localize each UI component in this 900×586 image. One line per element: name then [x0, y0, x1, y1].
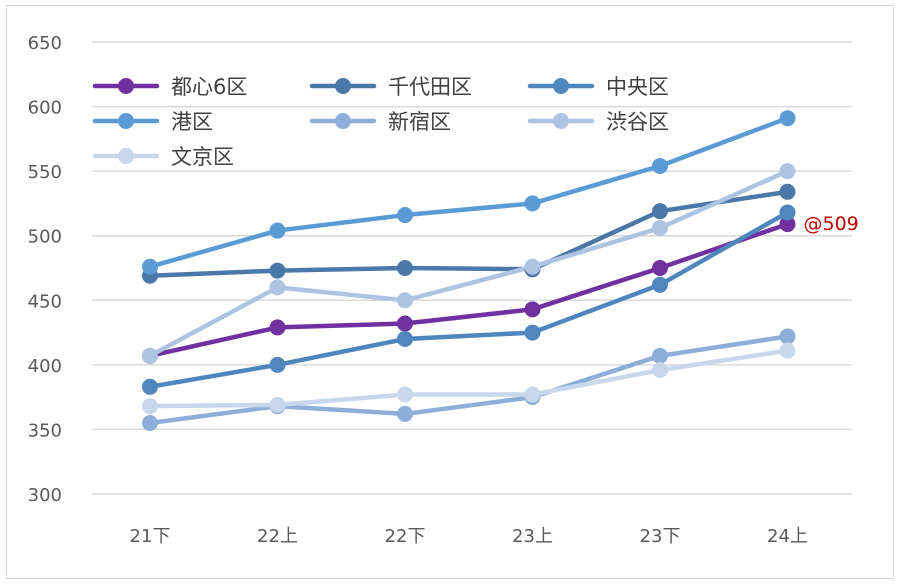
legend-swatch-marker [553, 113, 569, 129]
data-point-4-0 [142, 414, 158, 431]
data-point-0-1 [269, 319, 286, 336]
data-point-3-2 [397, 207, 413, 224]
data-point-3-4 [652, 157, 668, 174]
y-tick-label: 450 [28, 291, 62, 312]
data-point-0-2 [397, 315, 413, 332]
legend-label: 文京区 [171, 145, 234, 169]
data-point-4-5 [779, 328, 796, 345]
series-line-6 [147, 348, 790, 409]
series-lines [147, 115, 790, 426]
series-line-5 [147, 168, 790, 359]
legend-entry-0: 都心6区 [92, 75, 247, 99]
legend-label: 千代田区 [388, 75, 472, 99]
data-point-2-0 [142, 378, 158, 395]
data-point-0-3 [524, 301, 541, 318]
data-point-6-3 [524, 386, 541, 403]
data-point-1-1 [269, 262, 286, 279]
legend-entry-6: 文京区 [92, 145, 234, 169]
data-point-2-4 [652, 276, 668, 293]
y-tick-label: 600 [28, 98, 62, 119]
series-line-1 [147, 189, 790, 278]
legend-label: 中央区 [606, 75, 669, 99]
data-point-6-1 [269, 396, 286, 413]
data-label-annotation: @509 [804, 213, 859, 235]
legend-label: 新宿区 [388, 110, 451, 134]
legend-swatch-marker [118, 113, 134, 129]
data-point-6-5 [779, 342, 796, 359]
legend-entry-5: 渋谷区 [527, 110, 669, 134]
chart-frame [6, 5, 894, 579]
y-tick-label: 300 [28, 485, 62, 506]
data-point-6-2 [397, 386, 413, 403]
data-point-2-1 [269, 356, 286, 373]
series-line-4 [147, 334, 790, 426]
series-points [142, 110, 796, 431]
data-point-3-0 [142, 258, 158, 275]
x-tick-label: 24上 [767, 526, 808, 547]
legend-swatch-marker [118, 148, 134, 164]
data-point-1-2 [397, 260, 413, 276]
legend-entry-4: 新宿区 [309, 110, 451, 134]
legend-entry-2: 中央区 [527, 75, 669, 99]
legend-entry-3: 港区 [92, 110, 213, 134]
data-point-3-5 [779, 110, 796, 127]
series-line-0 [147, 221, 790, 359]
series-line-3 [147, 115, 790, 269]
legend-label: 港区 [171, 110, 213, 134]
data-point-2-2 [397, 331, 413, 348]
x-tick-label: 22上 [257, 526, 298, 547]
legend-swatch-marker [335, 78, 351, 94]
y-tick-label: 500 [28, 227, 62, 248]
y-tick-label: 350 [28, 420, 62, 441]
data-point-5-2 [397, 292, 413, 309]
data-point-5-0 [142, 347, 158, 364]
data-point-5-1 [269, 279, 286, 296]
data-point-5-5 [779, 163, 796, 180]
data-point-4-2 [397, 405, 413, 422]
data-point-3-1 [269, 222, 286, 239]
y-axis: 300 350 400 450 500 550 600 650 [28, 33, 62, 506]
legend-swatch-marker [118, 78, 134, 94]
data-point-1-4 [652, 203, 668, 220]
data-point-0-4 [652, 260, 668, 276]
data-point-4-4 [652, 347, 668, 364]
data-point-3-3 [524, 195, 541, 212]
legend-swatch-marker [335, 113, 351, 129]
data-point-6-0 [142, 398, 158, 415]
annotations: @509 [804, 213, 859, 235]
y-tick-label: 550 [28, 162, 62, 183]
y-tick-label: 650 [28, 33, 62, 54]
data-point-1-5 [779, 183, 796, 200]
data-point-5-3 [524, 258, 541, 275]
data-point-0-5 [779, 216, 796, 233]
x-tick-label: 21下 [130, 526, 171, 547]
data-point-2-5 [779, 204, 796, 221]
y-tick-label: 400 [28, 356, 62, 377]
x-tick-label: 22下 [385, 526, 426, 547]
x-tick-label: 23上 [512, 526, 553, 547]
legend-label: 渋谷区 [606, 110, 669, 134]
legend-label: 都心6区 [171, 75, 247, 99]
data-point-6-4 [652, 362, 668, 379]
data-point-5-4 [652, 219, 668, 236]
x-tick-label: 23下 [640, 526, 681, 547]
legend-entry-1: 千代田区 [309, 75, 472, 99]
legend-swatch-marker [553, 78, 569, 94]
series-line-2 [147, 210, 790, 390]
x-axis: 21下 22上 22下 23上 23下 24上 [130, 526, 808, 547]
data-point-2-3 [524, 324, 541, 341]
gridlines [92, 41, 852, 495]
